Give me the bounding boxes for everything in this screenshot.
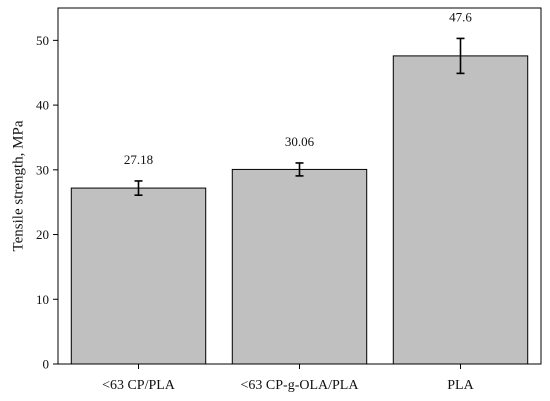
x-category-label: <63 CP/PLA	[102, 378, 176, 393]
y-tick-label: 30	[36, 162, 49, 177]
y-tick-label: 20	[36, 227, 49, 242]
data-label: 27.18	[124, 152, 153, 167]
bar	[231, 168, 368, 365]
error-bar	[295, 162, 304, 177]
bar	[70, 187, 207, 365]
y-tick-label: 40	[36, 98, 49, 113]
data-label: 47.6	[449, 9, 472, 24]
x-category-label: PLA	[447, 378, 474, 393]
bars-group	[70, 55, 529, 365]
error-bars-group	[134, 37, 465, 196]
y-axis-title: Tensile strength, MPa	[10, 120, 26, 251]
y-ticks-group: 0 10 20 30 40 50	[36, 33, 58, 372]
x-category-label: <63 CP-g-OLA/PLA	[241, 378, 360, 393]
error-bar	[134, 180, 143, 196]
y-tick-label: 0	[43, 357, 50, 372]
data-labels-group: 27.18 30.06 47.6	[124, 9, 473, 167]
y-tick-label: 10	[36, 292, 49, 307]
data-label: 30.06	[285, 134, 315, 149]
bar	[392, 55, 529, 365]
error-bar	[456, 37, 465, 75]
y-tick-label: 50	[36, 33, 49, 48]
category-labels-group: <63 CP/PLA <63 CP-g-OLA/PLA PLA	[102, 364, 475, 393]
plot-frame	[57, 7, 542, 365]
